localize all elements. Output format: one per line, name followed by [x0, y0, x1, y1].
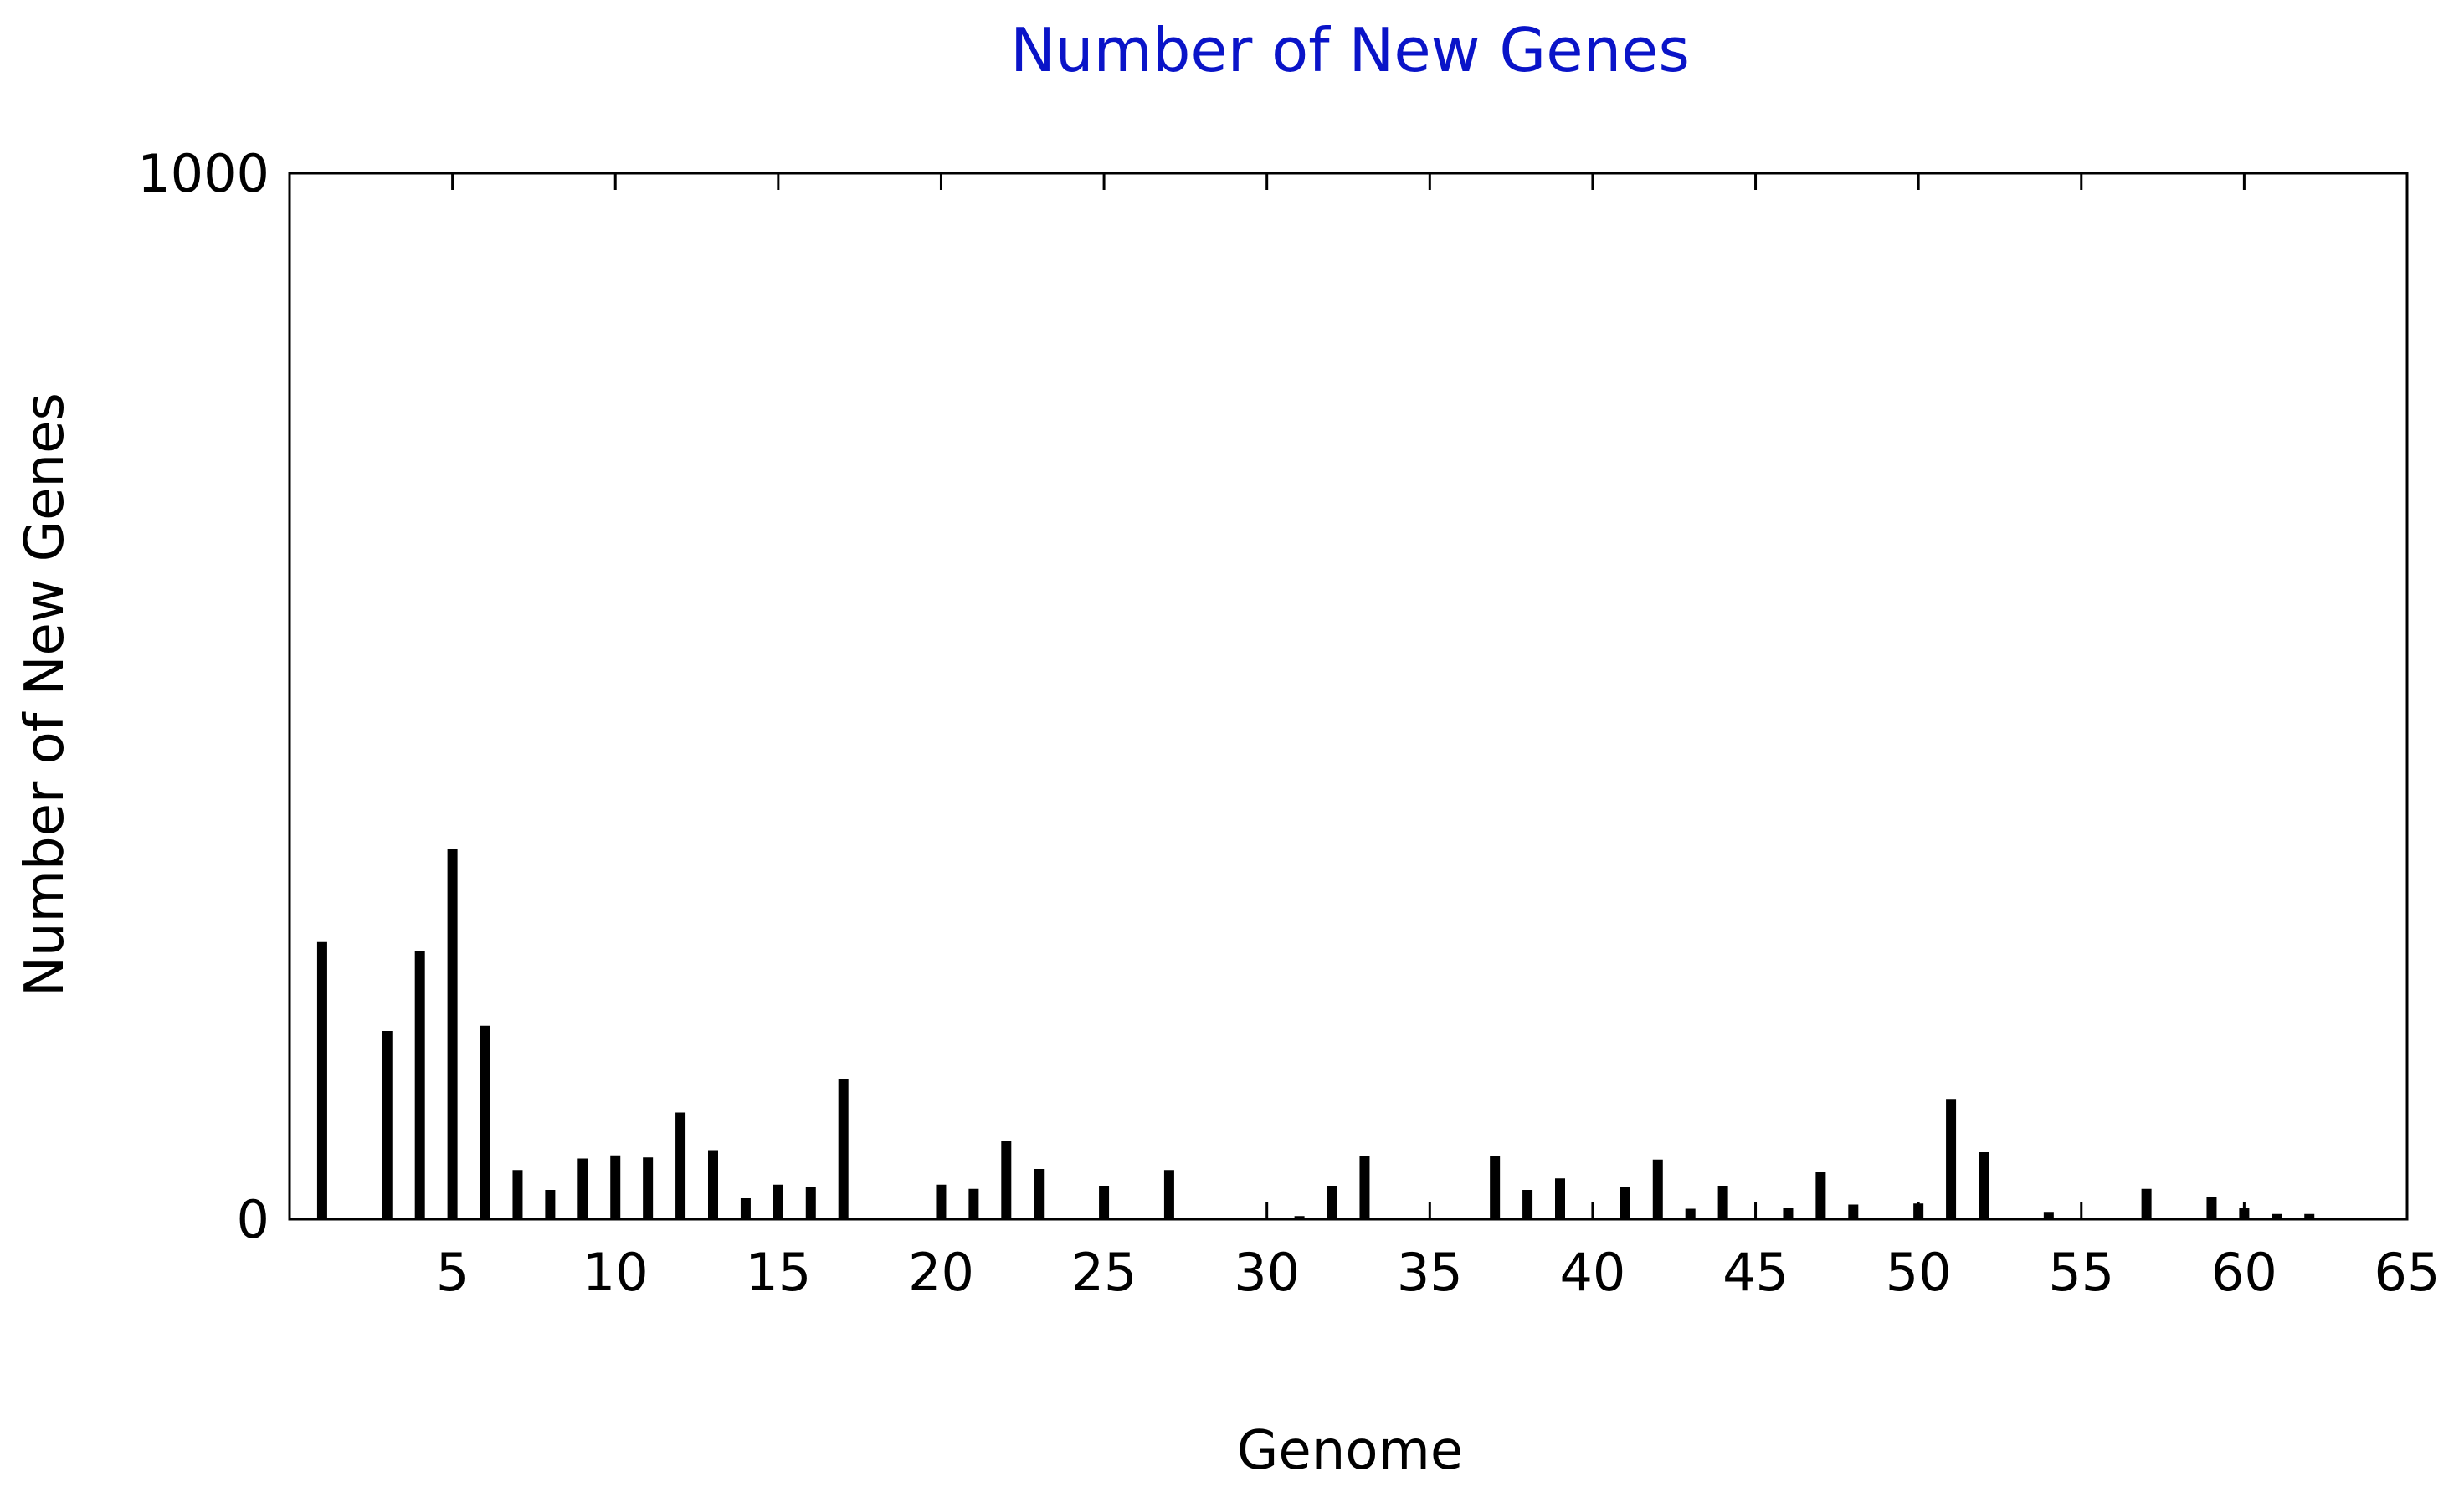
chart-title: Number of New Genes: [1010, 15, 1690, 85]
bar: [936, 1184, 947, 1219]
axis-ticks: 5 10 15 20 25 30 35 40 45 50 55 60 65 0 1000: [137, 143, 2440, 1303]
bar: [1099, 1186, 1110, 1219]
x-tick-label: 50: [1886, 1242, 1952, 1303]
y-tick-label: 1000: [137, 143, 270, 204]
x-tick-label: 5: [436, 1242, 469, 1303]
bar: [414, 951, 425, 1219]
bar: [1848, 1204, 1859, 1219]
bar: [1163, 1170, 1174, 1219]
x-tick-label: 55: [2048, 1242, 2114, 1303]
plot-frame: [288, 172, 2409, 1221]
bar: [2272, 1213, 2282, 1219]
bar: [610, 1155, 621, 1219]
bar: [740, 1198, 751, 1219]
bar: [838, 1079, 849, 1219]
x-tick-label: 25: [1071, 1242, 1137, 1303]
bar: [968, 1188, 979, 1219]
x-tick-label: 65: [2374, 1242, 2441, 1303]
bar: [1946, 1099, 1957, 1219]
bar: [382, 1031, 393, 1219]
y-axis-label: Number of New Genes: [14, 392, 76, 997]
x-tick-label: 35: [1397, 1242, 1463, 1303]
y-tick-label: 0: [237, 1189, 270, 1250]
bar: [1783, 1208, 1794, 1219]
bar: [1034, 1169, 1045, 1219]
bar: [545, 1190, 556, 1219]
x-tick-label: 45: [1722, 1242, 1789, 1303]
x-tick-label: 40: [1559, 1242, 1625, 1303]
bar: [2206, 1197, 2217, 1219]
bar: [1522, 1190, 1533, 1219]
bar: [512, 1170, 523, 1219]
bar: [1685, 1208, 1696, 1219]
bar: [1979, 1152, 1989, 1219]
bar: [643, 1157, 654, 1219]
bar: [2239, 1208, 2250, 1219]
x-tick-label: 60: [2211, 1242, 2277, 1303]
bar: [675, 1112, 686, 1219]
bar: [1717, 1186, 1728, 1219]
bar: [578, 1158, 588, 1219]
bar: [1913, 1203, 1924, 1219]
bar: [447, 849, 458, 1219]
x-axis-label: Genome: [1237, 1420, 1463, 1482]
bar: [805, 1187, 816, 1219]
bar: [1001, 1141, 1012, 1219]
bar: [708, 1150, 718, 1219]
bar: [1555, 1178, 1565, 1219]
x-tick-label: 15: [745, 1242, 811, 1303]
bar: [1490, 1156, 1501, 1219]
x-tick-label: 10: [583, 1242, 649, 1303]
bar: [1652, 1159, 1663, 1219]
bar: [1294, 1216, 1305, 1219]
bar: [2043, 1212, 2054, 1219]
bar: [1327, 1186, 1337, 1219]
x-tick-label: 30: [1234, 1242, 1300, 1303]
bar: [316, 941, 327, 1219]
bars: [316, 849, 2315, 1219]
bar: [1815, 1172, 1826, 1219]
bar: [2304, 1213, 2315, 1219]
x-tick-label: 20: [908, 1242, 974, 1303]
bar: [480, 1025, 490, 1219]
bar: [1620, 1187, 1630, 1219]
bar: [1359, 1156, 1370, 1219]
bar: [2141, 1188, 2152, 1219]
bar: [773, 1184, 783, 1219]
